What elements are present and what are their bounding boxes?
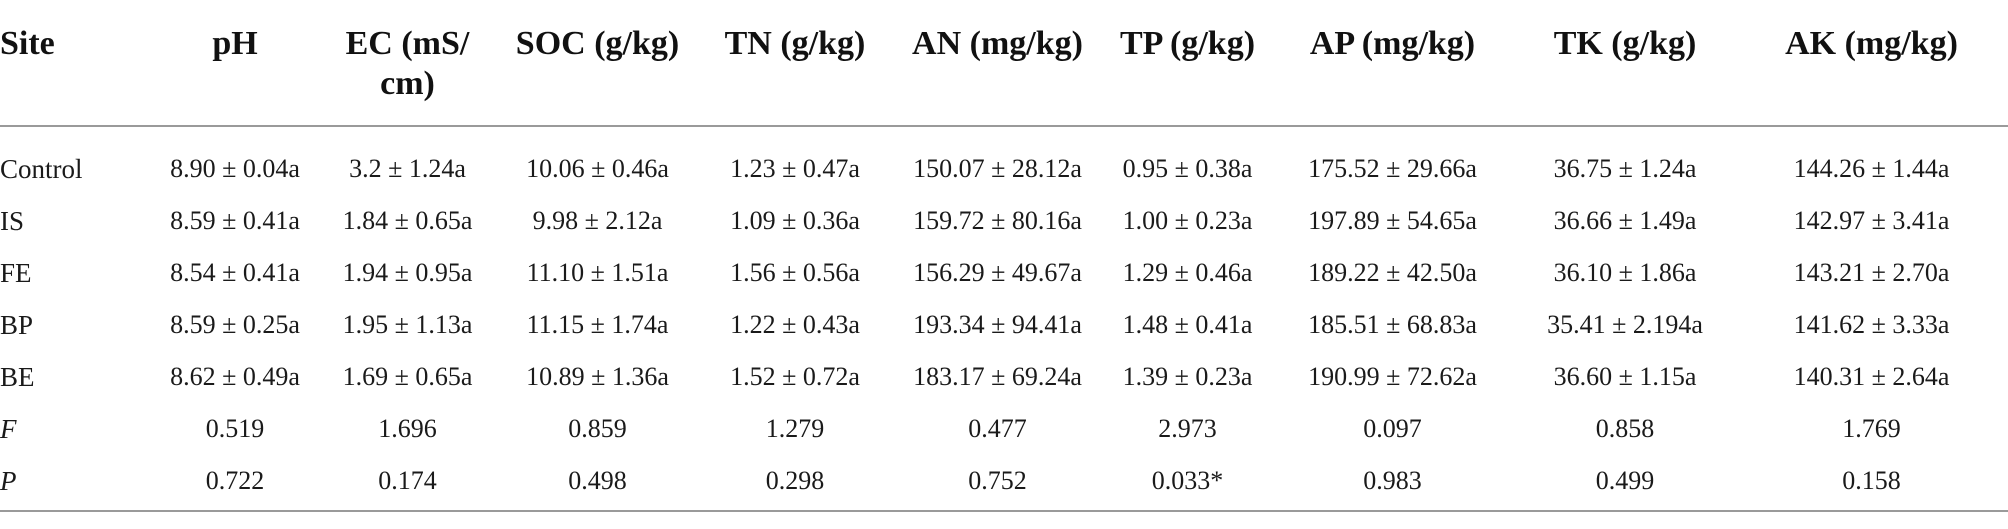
table-cell: 1.39 ± 0.23a xyxy=(1122,362,1253,391)
row-site-label: Control xyxy=(0,154,83,184)
column-header-ec: EC (mS/ cm) xyxy=(320,0,495,127)
table-cell: 1.56 ± 0.56a xyxy=(730,258,860,287)
table-cell: 0.158 xyxy=(1842,466,1901,495)
header-row: Site pH EC (mS/ cm) SOC (g/kg) TN (g/kg)… xyxy=(0,0,2008,127)
table-cell: 2.973 xyxy=(1158,414,1217,443)
table-row: F 0.519 1.696 0.859 1.279 0.477 2.973 0.… xyxy=(0,403,2008,455)
table-cell: 35.41 ± 2.194a xyxy=(1547,310,1703,339)
table-cell: 36.60 ± 1.15a xyxy=(1553,362,1697,391)
column-header-tn: TN (g/kg) xyxy=(700,0,890,127)
table-cell: 8.59 ± 0.41a xyxy=(170,206,300,235)
row-stat-label-p: P xyxy=(0,466,17,496)
table-bottom-rule xyxy=(0,510,2008,512)
row-site-label: BE xyxy=(0,362,35,392)
column-header-ap: AP (mg/kg) xyxy=(1270,0,1515,127)
table-cell: 11.15 ± 1.74a xyxy=(526,310,669,339)
table-cell: 0.498 xyxy=(568,466,627,495)
table-cell: 1.94 ± 0.95a xyxy=(342,258,473,287)
table-cell: 1.769 xyxy=(1842,414,1901,443)
column-header-site: Site xyxy=(0,0,150,127)
table-cell: 189.22 ± 42.50a xyxy=(1308,258,1477,287)
table-body: Control 8.90 ± 0.04a 3.2 ± 1.24a 10.06 ±… xyxy=(0,126,2008,529)
table-cell: 36.66 ± 1.49a xyxy=(1553,206,1697,235)
table-cell: 10.06 ± 0.46a xyxy=(526,154,669,183)
column-header-ak: AK (mg/kg) xyxy=(1735,0,2008,127)
table-cell: 1.00 ± 0.23a xyxy=(1122,206,1253,235)
table-row: FE 8.54 ± 0.41a 1.94 ± 0.95a 11.10 ± 1.5… xyxy=(0,247,2008,299)
table-cell: 9.98 ± 2.12a xyxy=(532,206,663,235)
table-cell: 1.696 xyxy=(378,414,437,443)
table-cell: 185.51 ± 68.83a xyxy=(1308,310,1477,339)
row-site-label: IS xyxy=(0,206,25,236)
table-cell: 183.17 ± 69.24a xyxy=(913,362,1082,391)
table-cell: 190.99 ± 72.62a xyxy=(1308,362,1477,391)
table-row: Control 8.90 ± 0.04a 3.2 ± 1.24a 10.06 ±… xyxy=(0,126,2008,195)
table-cell: 0.519 xyxy=(205,414,265,443)
row-stat-label-f: F xyxy=(0,414,17,444)
table-cell: 1.22 ± 0.43a xyxy=(730,310,860,339)
table-cell: 8.90 ± 0.04a xyxy=(170,154,300,183)
table-cell: 197.89 ± 54.65a xyxy=(1308,206,1477,235)
table-cell: 8.54 ± 0.41a xyxy=(170,258,300,287)
table-cell: 0.298 xyxy=(765,466,825,495)
table-cell: 0.097 xyxy=(1363,414,1422,443)
table-cell: 150.07 ± 28.12a xyxy=(913,154,1082,183)
table-cell: 0.752 xyxy=(968,466,1027,495)
column-header-tp: TP (g/kg) xyxy=(1105,0,1270,127)
table-cell: 0.174 xyxy=(378,466,437,495)
table-cell: 0.499 xyxy=(1595,466,1655,495)
table-cell: 36.75 ± 1.24a xyxy=(1553,154,1697,183)
table-cell: 143.21 ± 2.70a xyxy=(1793,258,1950,287)
table-cell: 0.95 ± 0.38a xyxy=(1122,154,1253,183)
table-cell: 156.29 ± 49.67a xyxy=(913,258,1082,287)
table-row: IS 8.59 ± 0.41a 1.84 ± 0.65a 9.98 ± 2.12… xyxy=(0,195,2008,247)
table-cell: 159.72 ± 80.16a xyxy=(913,206,1082,235)
table-cell: 1.279 xyxy=(765,414,825,443)
table-cell: 144.26 ± 1.44a xyxy=(1793,154,1950,183)
table-cell: 140.31 ± 2.64a xyxy=(1793,362,1950,391)
column-header-ph: pH xyxy=(150,0,320,127)
table-cell: 11.10 ± 1.51a xyxy=(526,258,669,287)
column-header-an: AN (mg/kg) xyxy=(890,0,1105,127)
table-cell: 1.84 ± 0.65a xyxy=(342,206,473,235)
column-header-tk: TK (g/kg) xyxy=(1515,0,1735,127)
table-cell: 1.09 ± 0.36a xyxy=(730,206,860,235)
row-site-label: FE xyxy=(0,258,32,288)
table-cell: 8.62 ± 0.49a xyxy=(170,362,300,391)
table-cell: 142.97 ± 3.41a xyxy=(1793,206,1950,235)
table-cell: 1.29 ± 0.46a xyxy=(1122,258,1253,287)
table-cell: 1.95 ± 1.13a xyxy=(342,310,473,339)
table-cell: 1.52 ± 0.72a xyxy=(730,362,860,391)
table-cell: 8.59 ± 0.25a xyxy=(170,310,300,339)
row-site-label: BP xyxy=(0,310,34,340)
table-cell: 0.477 xyxy=(968,414,1027,443)
table-row: P 0.722 0.174 0.498 0.298 0.752 0.033* 0… xyxy=(0,455,2008,529)
table-cell: 0.983 xyxy=(1363,466,1422,495)
table-cell: 1.69 ± 0.65a xyxy=(342,362,473,391)
table-cell: 141.62 ± 3.33a xyxy=(1793,310,1950,339)
table-row: BP 8.59 ± 0.25a 1.95 ± 1.13a 11.15 ± 1.7… xyxy=(0,299,2008,351)
table-cell: 0.033* xyxy=(1151,466,1224,495)
table-cell: 0.858 xyxy=(1595,414,1655,443)
table-cell: 36.10 ± 1.86a xyxy=(1553,258,1697,287)
table-cell: 175.52 ± 29.66a xyxy=(1308,154,1477,183)
table-row: BE 8.62 ± 0.49a 1.69 ± 0.65a 10.89 ± 1.3… xyxy=(0,351,2008,403)
table-cell: 0.722 xyxy=(205,466,265,495)
table-cell: 1.23 ± 0.47a xyxy=(730,154,860,183)
table-cell: 10.89 ± 1.36a xyxy=(526,362,669,391)
table-cell: 193.34 ± 94.41a xyxy=(913,310,1082,339)
table-cell: 0.859 xyxy=(568,414,627,443)
table-cell: 1.48 ± 0.41a xyxy=(1122,310,1253,339)
table-cell: 3.2 ± 1.24a xyxy=(349,154,466,183)
column-header-soc: SOC (g/kg) xyxy=(495,0,700,127)
